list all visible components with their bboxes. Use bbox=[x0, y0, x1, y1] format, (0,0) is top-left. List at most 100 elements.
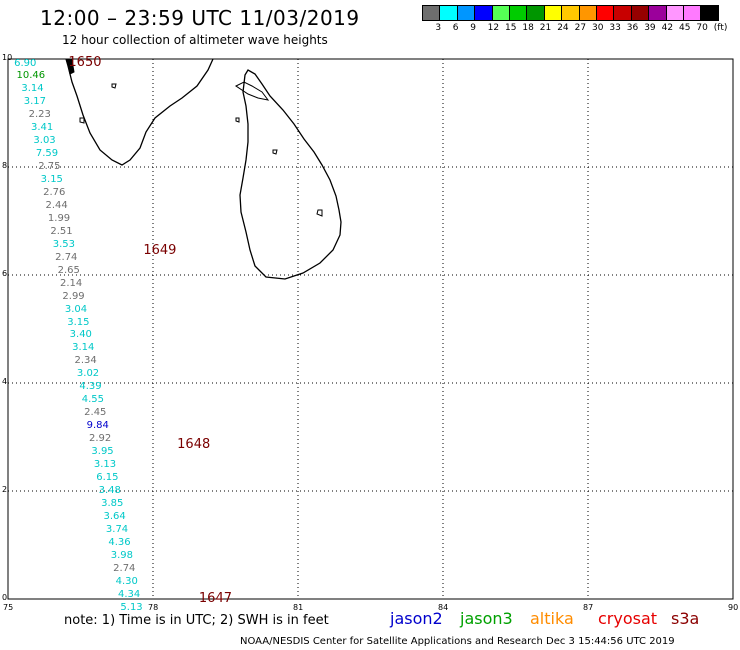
wave-height-value: 3.74 bbox=[105, 523, 129, 535]
legend-swatch bbox=[422, 5, 441, 21]
legend-label: 9 bbox=[470, 23, 476, 33]
legend-swatch bbox=[439, 5, 458, 21]
legend-label: 42 bbox=[661, 23, 674, 33]
wave-height-value: 2.34 bbox=[74, 355, 97, 367]
legend-swatch bbox=[561, 5, 580, 21]
wave-height-value: 3.98 bbox=[110, 549, 134, 561]
wave-height-value: 6.15 bbox=[96, 472, 119, 484]
legend-label: 21 bbox=[539, 23, 552, 33]
island-mark bbox=[316, 209, 323, 217]
lat-tick-label: 0 bbox=[2, 593, 8, 602]
legend-swatch bbox=[613, 5, 632, 21]
wave-height-value: 2.65 bbox=[57, 264, 80, 276]
lat-tick-label: 4 bbox=[2, 377, 8, 386]
island-mark bbox=[235, 117, 240, 123]
legend-label: 18 bbox=[522, 23, 534, 33]
pass-number-label: 1650 bbox=[68, 55, 102, 71]
wave-height-value: 4.55 bbox=[81, 394, 105, 406]
legend-label: 33 bbox=[609, 23, 621, 33]
legend-label: 30 bbox=[592, 23, 604, 33]
legend-label: 36 bbox=[626, 23, 639, 33]
wave-height-value: 2.44 bbox=[45, 199, 68, 211]
legend-label: 3 bbox=[435, 23, 442, 33]
legend-swatch bbox=[526, 5, 545, 21]
lat-tick-label: 6 bbox=[2, 269, 8, 278]
lon-tick-label: 78 bbox=[148, 603, 159, 612]
wave-height-value: 4.39 bbox=[79, 381, 102, 393]
legend-label: 39 bbox=[644, 23, 656, 33]
lon-tick-label: 87 bbox=[583, 603, 594, 612]
pass-number-label: 1648 bbox=[177, 437, 211, 453]
legend-label: 24 bbox=[557, 23, 569, 33]
wave-height-value: 2.92 bbox=[89, 433, 112, 445]
wave-height-value: 4.30 bbox=[115, 575, 138, 587]
map-subtitle: 12 hour collection of altimeter wave hei… bbox=[62, 33, 328, 47]
wave-height-value: 5.13 bbox=[120, 601, 143, 613]
credit-line: NOAA/NESDIS Center for Satellite Applica… bbox=[240, 636, 675, 647]
island-mark bbox=[79, 117, 85, 124]
legend-label: 6 bbox=[452, 23, 459, 33]
lat-tick-label: 10 bbox=[2, 53, 13, 62]
satellite-name-jason3: jason3 bbox=[460, 609, 513, 628]
jaffna-peninsula bbox=[235, 81, 270, 101]
wave-height-value: 6.90 bbox=[14, 58, 37, 70]
legend-swatch bbox=[683, 5, 702, 21]
wave-height-value: 4.34 bbox=[118, 588, 141, 600]
legend-swatch bbox=[543, 5, 563, 21]
pass-number-label: 1647 bbox=[198, 591, 232, 606]
legend-swatch bbox=[578, 5, 597, 21]
wave-height-value: 2.99 bbox=[62, 290, 85, 302]
wave-height-value: 4.36 bbox=[108, 536, 131, 548]
wave-height-value: 9.84 bbox=[86, 420, 109, 432]
wave-height-value: 3.13 bbox=[93, 459, 117, 471]
pass-number-label: 1649 bbox=[143, 242, 177, 258]
lat-tick-label: 8 bbox=[2, 161, 8, 170]
wave-height-value: 3.48 bbox=[98, 485, 121, 496]
satellite-name-jason2: jason2 bbox=[390, 609, 443, 628]
legend-swatch bbox=[648, 5, 667, 21]
wave-height-value: 3.85 bbox=[101, 497, 124, 509]
island-mark bbox=[272, 149, 278, 155]
legend-swatch bbox=[665, 5, 684, 21]
wave-height-value: 2.51 bbox=[50, 225, 73, 237]
wave-height-value: 3.04 bbox=[64, 303, 88, 315]
legend-label: (ft) bbox=[713, 23, 728, 33]
lon-tick-label: 75 bbox=[3, 603, 14, 612]
wave-height-value: 3.02 bbox=[76, 368, 100, 380]
wave-height-value: 3.53 bbox=[52, 238, 76, 250]
lat-tick-label: 2 bbox=[2, 485, 8, 494]
legend-swatch bbox=[630, 5, 650, 21]
wave-height-value: 3.95 bbox=[91, 446, 114, 458]
sri-lanka-coastline bbox=[239, 69, 342, 280]
legend-swatch bbox=[474, 5, 493, 21]
lon-tick-label: 90 bbox=[728, 603, 739, 612]
legend-swatch bbox=[596, 5, 615, 21]
wave-height-value: 3.14 bbox=[21, 83, 44, 95]
wave-height-value: 3.15 bbox=[67, 316, 90, 328]
wave-height-value: 3.40 bbox=[69, 329, 92, 341]
legend-swatch bbox=[509, 5, 528, 21]
wave-height-value: 2.76 bbox=[43, 186, 66, 198]
island-mark bbox=[111, 83, 117, 89]
wave-height-value: 1.99 bbox=[47, 212, 71, 224]
legend-label: 15 bbox=[505, 23, 517, 33]
wave-height-value: 7.59 bbox=[35, 148, 59, 160]
legend-label: 70 bbox=[696, 23, 708, 33]
wave-height-value: 10.46 bbox=[16, 70, 46, 82]
lon-tick-label: 81 bbox=[293, 603, 304, 612]
wave-height-value: 2.23 bbox=[28, 109, 51, 121]
legend-label: 12 bbox=[487, 23, 500, 33]
legend-swatch bbox=[491, 5, 510, 21]
wave-height-value: 2.75 bbox=[38, 161, 61, 172]
wave-height-value: 2.74 bbox=[113, 562, 136, 574]
units-note: note: 1) Time is in UTC; 2) SWH is in fe… bbox=[64, 613, 329, 628]
wave-height-value: 3.14 bbox=[72, 342, 95, 354]
legend-label: 45 bbox=[679, 23, 691, 33]
lon-tick-label: 84 bbox=[438, 603, 449, 612]
legend-swatch bbox=[456, 5, 476, 21]
satellite-name-cryosat: cryosat bbox=[598, 609, 658, 628]
wave-height-value: 3.03 bbox=[33, 135, 56, 147]
wave-height-value: 2.45 bbox=[84, 407, 107, 419]
wave-height-value: 3.15 bbox=[40, 173, 63, 185]
